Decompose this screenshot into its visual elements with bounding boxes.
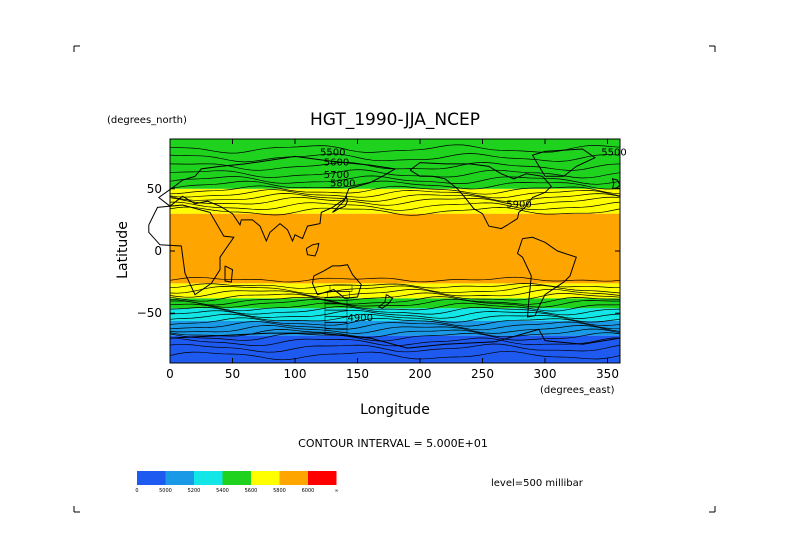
contour-label-2: 5700	[324, 170, 349, 181]
north-america-coast	[409, 162, 552, 230]
south-america-coast	[516, 236, 577, 318]
contour-line-3	[169, 332, 621, 342]
x-tick-label-3: 150	[346, 367, 369, 381]
colorbar-swatch-0	[137, 471, 166, 485]
colorbar-swatch-6	[308, 471, 337, 485]
contour-line-29	[169, 153, 621, 163]
colorbar: 0 5000 5200 5400 5600 5800 6000 ∞	[135, 471, 339, 494]
contour-line-25	[169, 180, 621, 190]
contour-line-2	[169, 337, 621, 347]
contour-line-4	[169, 328, 621, 338]
contour-line-11	[169, 302, 621, 312]
madagascar-coast	[224, 265, 234, 283]
contour-line-9	[169, 310, 621, 319]
y-ticks: −50 0 50	[137, 182, 620, 320]
contour-line-7	[169, 317, 621, 327]
contour-line-12	[170, 298, 621, 308]
fill-band-2	[170, 308, 620, 321]
europe-asia-coast	[157, 155, 397, 243]
y-axis-label: Latitude	[115, 221, 131, 279]
colorbar-label-0: 0	[135, 488, 138, 494]
contour-line-27	[169, 169, 621, 179]
colorbar-label-5: 5800	[273, 488, 286, 494]
fill-bands	[170, 139, 620, 363]
colorbar-swatch-3	[222, 471, 251, 485]
x-units-label: (degrees_east)	[540, 385, 615, 396]
contour-line-15	[169, 288, 621, 298]
x-tick-label-1: 50	[225, 367, 240, 381]
contour-label-6: 5500	[601, 147, 626, 158]
x-axis-label: Longitude	[360, 402, 430, 418]
y-tick-label-0: −50	[137, 306, 162, 320]
africa-coast	[148, 204, 235, 296]
colorbar-swatch-1	[165, 471, 194, 485]
colorbar-swatch-2	[194, 471, 223, 485]
y-units-label: (degrees_north)	[107, 115, 187, 126]
colorbar-label-4: 5600	[245, 488, 258, 494]
contour-line-18	[169, 276, 621, 283]
colorbar-swatch-5	[279, 471, 308, 485]
contour-label-5: 4900	[348, 313, 373, 324]
fill-band-5	[170, 213, 620, 284]
contour-lines	[169, 144, 621, 361]
contour-line-10	[169, 306, 621, 316]
x-tick-label-7: 350	[596, 367, 619, 381]
x-tick-label-5: 250	[471, 367, 494, 381]
y-tick-label-2: 50	[147, 182, 162, 196]
contour-line-30	[169, 144, 621, 154]
contour-line-13	[169, 296, 621, 306]
colorbar-label-1: 5000	[159, 488, 172, 494]
contour-line-26	[169, 175, 621, 185]
contour-label-cluster-7	[324, 328, 348, 336]
contour-line-0	[169, 350, 621, 361]
australia-coast	[311, 264, 362, 299]
contour-line-8	[169, 313, 621, 323]
contour-line-19	[169, 206, 621, 216]
level-label: level=500 millibar	[491, 478, 584, 489]
colorbar-swatch-4	[251, 471, 280, 485]
contour-line-17	[169, 283, 621, 289]
colorbar-label-3: 5400	[216, 488, 229, 494]
crop-marks	[73, 45, 716, 513]
greenland-coast	[531, 148, 596, 177]
contour-line-1	[169, 343, 621, 353]
x-tick-label-0: 0	[166, 367, 174, 381]
colorbar-label-7: ∞	[334, 488, 338, 494]
x-tick-label-4: 200	[409, 367, 432, 381]
contour-line-16	[169, 285, 621, 295]
colorbar-label-6: 6000	[302, 488, 315, 494]
fill-band-3	[170, 298, 620, 309]
contour-label-3: 5800	[330, 179, 355, 190]
contour-line-24	[169, 185, 621, 195]
x-ticks: 0 50 100 150 200 250 300 350	[166, 139, 619, 381]
x-tick-label-6: 300	[534, 367, 557, 381]
contour-interval-label: CONTOUR INTERVAL = 5.000E+01	[298, 437, 488, 450]
new-zealand-coast	[377, 294, 394, 309]
contour-label-1: 5600	[324, 157, 349, 168]
contour-line-22	[169, 193, 621, 202]
contour-line-21	[169, 196, 621, 206]
contour-label-4: 5900	[506, 200, 531, 211]
uk-coast	[611, 178, 621, 190]
colorbar-label-2: 5200	[188, 488, 201, 494]
coastlines	[148, 148, 621, 349]
y-tick-label-1: 0	[154, 244, 162, 258]
contour-line-5	[169, 325, 621, 334]
chart-title: HGT_1990-JJA_NCEP	[310, 110, 480, 130]
x-tick-label-2: 100	[284, 367, 307, 381]
contour-line-6	[169, 321, 621, 331]
contour-label-0: 5500	[320, 147, 345, 158]
antarctica-coast	[169, 328, 621, 349]
borneo-coast	[305, 242, 320, 257]
japan-coast	[332, 194, 349, 213]
contour-line-20	[170, 201, 621, 211]
